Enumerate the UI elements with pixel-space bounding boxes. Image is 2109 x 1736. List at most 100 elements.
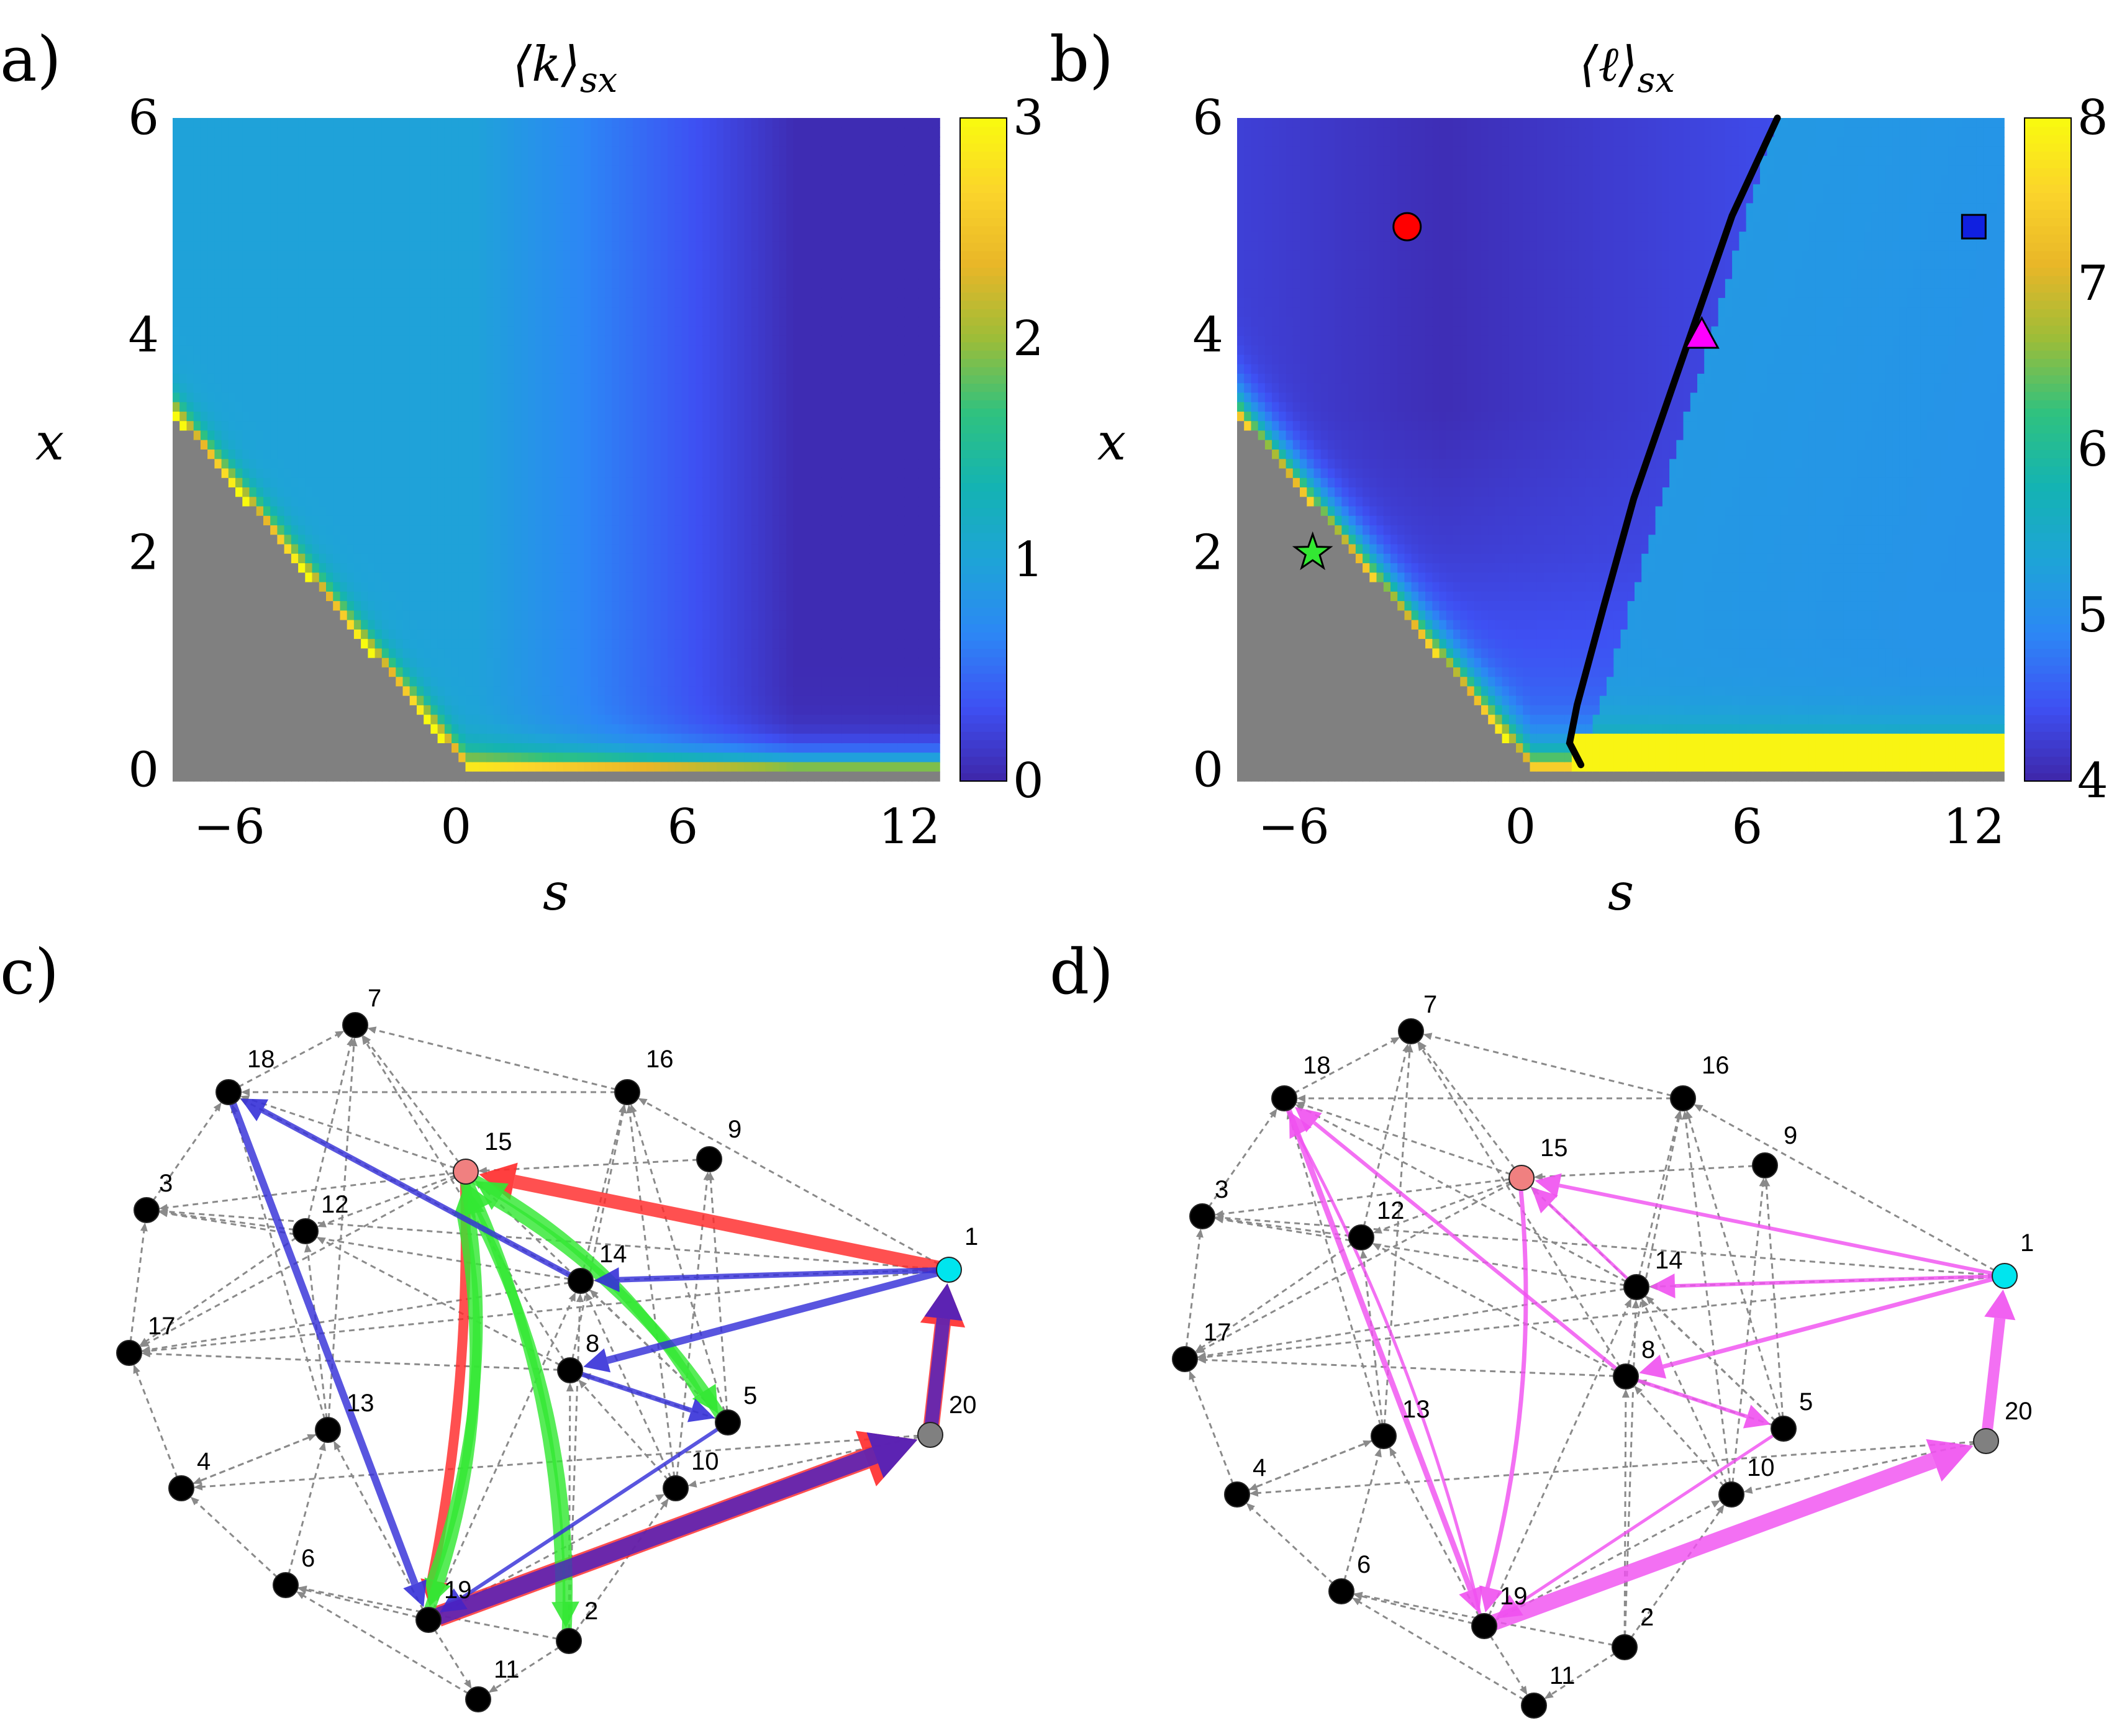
heatmap-cell xyxy=(409,421,417,432)
heatmap-cell xyxy=(270,269,278,280)
heatmap-cell xyxy=(570,326,578,337)
heatmap-cell xyxy=(186,733,194,744)
heatmap-cell xyxy=(173,137,180,147)
heatmap-cell xyxy=(305,591,313,602)
heatmap-cell xyxy=(291,402,299,412)
heatmap-cell xyxy=(619,156,627,166)
heatmap-cell xyxy=(256,601,264,612)
heatmap-cell xyxy=(242,506,250,517)
heatmap-cell xyxy=(500,241,508,251)
heatmap-cell xyxy=(228,468,236,479)
heatmap-cell xyxy=(305,392,313,403)
heatmap-cell xyxy=(214,412,222,422)
heatmap-cell xyxy=(444,212,452,223)
heatmap-cell xyxy=(214,648,222,659)
heatmap-cell xyxy=(347,146,355,156)
heatmap-cell xyxy=(214,771,222,782)
heatmap-cell xyxy=(444,137,452,147)
heatmap-cell xyxy=(305,762,313,772)
heatmap-cell xyxy=(270,686,278,697)
heatmap-cell xyxy=(249,156,257,166)
heatmap-cell xyxy=(319,582,327,592)
heatmap-cell xyxy=(458,184,466,194)
heatmap-cell xyxy=(200,553,208,564)
heatmap-cell xyxy=(402,591,410,602)
heatmap-cell xyxy=(444,658,452,668)
heatmap-cell xyxy=(570,487,578,498)
heatmap-cell xyxy=(361,383,369,394)
heatmap-cell xyxy=(277,203,285,214)
heatmap-cell xyxy=(549,639,557,649)
heatmap-cell xyxy=(437,695,445,706)
heatmap-cell xyxy=(625,762,633,772)
heatmap-cell xyxy=(277,724,285,735)
heatmap-cell xyxy=(591,450,599,460)
heatmap-cell xyxy=(549,156,557,166)
heatmap-cell xyxy=(277,677,285,687)
heatmap-cell xyxy=(277,241,285,251)
heatmap-cell xyxy=(653,440,661,450)
heatmap-cell xyxy=(430,487,438,498)
heatmap-cell xyxy=(368,477,376,488)
heatmap-cell xyxy=(312,762,320,772)
heatmap-cell xyxy=(374,222,383,232)
heatmap-cell xyxy=(193,269,201,280)
heatmap-cell xyxy=(591,582,599,592)
heatmap-cell xyxy=(333,695,341,706)
heatmap-cell xyxy=(305,695,313,706)
heatmap-cell xyxy=(396,610,404,621)
heatmap-cell xyxy=(465,250,473,261)
heatmap-cell xyxy=(424,544,432,554)
heatmap-cell xyxy=(640,515,648,526)
heatmap-cell xyxy=(173,297,180,308)
heatmap-cell xyxy=(207,515,215,526)
heatmap-cell xyxy=(584,733,592,744)
heatmap-cell xyxy=(437,535,445,545)
heatmap-cell xyxy=(340,762,348,772)
heatmap-cell xyxy=(486,771,494,782)
heatmap-cell xyxy=(319,146,327,156)
heatmap-cell xyxy=(479,450,487,460)
heatmap-cell xyxy=(361,733,369,744)
heatmap-cell xyxy=(340,639,348,649)
heatmap-cell xyxy=(179,733,188,744)
heatmap-cell xyxy=(507,307,515,318)
heatmap-cell xyxy=(633,165,640,176)
heatmap-cell xyxy=(570,535,578,545)
heatmap-cell xyxy=(235,430,243,441)
heatmap-cell xyxy=(409,364,417,374)
heatmap-cell xyxy=(368,544,376,554)
heatmap-cell xyxy=(430,402,438,412)
heatmap-cell xyxy=(437,468,445,479)
heatmap-cell xyxy=(660,677,668,687)
heatmap-cell xyxy=(570,118,578,129)
heatmap-cell xyxy=(368,440,376,450)
heatmap-cell xyxy=(444,288,452,299)
heatmap-cell xyxy=(633,137,640,147)
heatmap-cell xyxy=(193,288,201,299)
heatmap-cell xyxy=(235,127,243,138)
heatmap-cell xyxy=(458,620,466,630)
heatmap-cell xyxy=(500,572,508,583)
heatmap-cell xyxy=(437,146,445,156)
heatmap-cell xyxy=(221,402,229,412)
heatmap-cell xyxy=(214,762,222,772)
heatmap-cell xyxy=(625,771,633,782)
heatmap-cell xyxy=(381,648,389,659)
heatmap-cell xyxy=(479,137,487,147)
heatmap-cell xyxy=(556,355,564,365)
heatmap-cell xyxy=(640,582,648,592)
heatmap-cell xyxy=(207,156,215,166)
heatmap-cell xyxy=(451,212,460,223)
heatmap-cell xyxy=(200,506,208,517)
heatmap-cell xyxy=(451,487,460,498)
heatmap-cell xyxy=(193,402,201,412)
heatmap-cell xyxy=(556,468,564,479)
heatmap-cell xyxy=(361,118,369,129)
heatmap-cell xyxy=(619,118,627,129)
heatmap-cell xyxy=(612,345,620,356)
heatmap-cell xyxy=(556,137,564,147)
heatmap-cell xyxy=(249,174,257,185)
heatmap-cell xyxy=(221,733,229,744)
heatmap-cell xyxy=(409,203,417,214)
